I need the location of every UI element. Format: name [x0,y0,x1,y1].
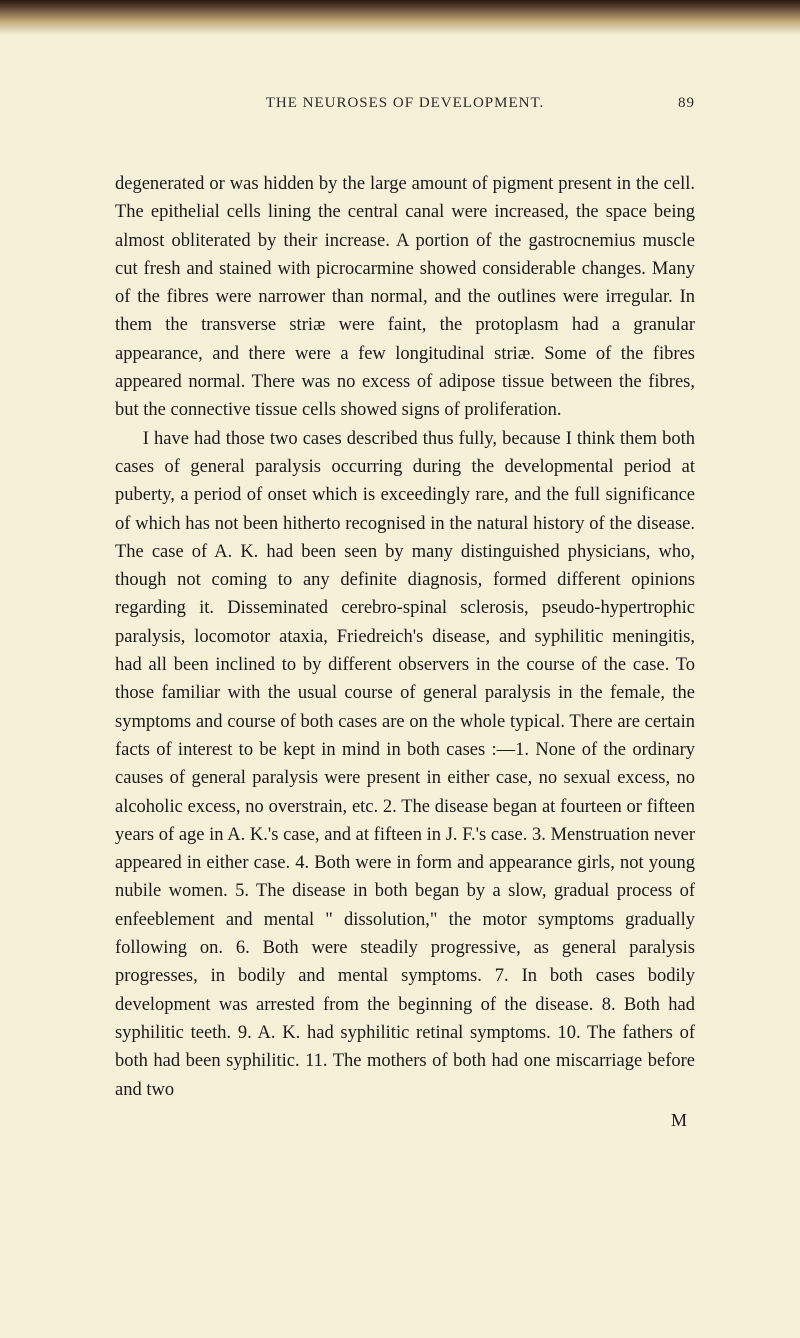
page-header: THE NEUROSES OF DEVELOPMENT. 89 [115,95,695,112]
page-content: THE NEUROSES OF DEVELOPMENT. 89 degenera… [0,0,800,1194]
body-text: degenerated or was hidden by the large a… [115,170,695,1134]
paragraph-2: I have had those two cases described thu… [115,425,695,1104]
running-head-title: THE NEUROSES OF DEVELOPMENT. [155,95,655,112]
page-top-shadow [0,0,800,35]
paragraph-1: degenerated or was hidden by the large a… [115,170,695,425]
signature-mark: M [115,1107,695,1135]
page-number: 89 [655,95,695,112]
